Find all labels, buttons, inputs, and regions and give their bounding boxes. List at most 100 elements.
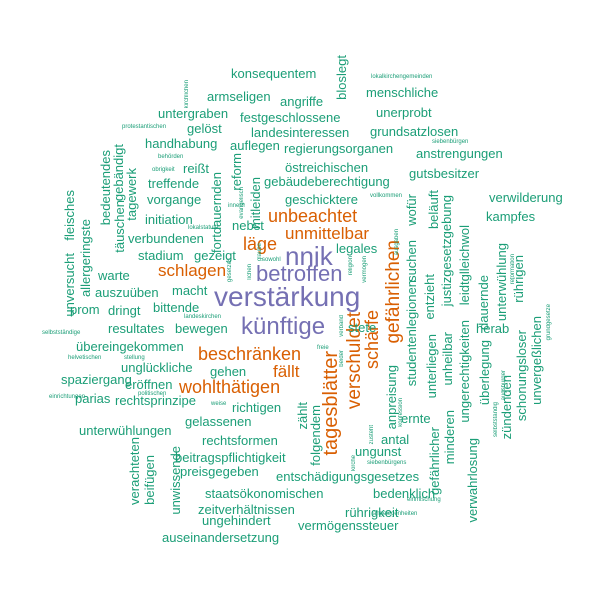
word: entzieht (422, 274, 437, 320)
word: verbundenen (128, 231, 204, 246)
word: landesinteressen (251, 125, 350, 140)
word: unmittelbar (285, 224, 370, 243)
word: reformation (510, 254, 516, 285)
word: rührigkeit (345, 505, 399, 520)
word: selbstständig (493, 402, 499, 438)
word: menschliche (366, 85, 439, 100)
word: spaziergang (61, 372, 132, 387)
word: siebenbürgen (432, 139, 469, 145)
word: behörden (158, 154, 184, 160)
word: angriffe (280, 94, 324, 109)
word: künftige (241, 313, 326, 340)
word: zusteht (369, 425, 375, 445)
word: vorgange (147, 192, 202, 207)
word: auseinandersetzung (162, 530, 280, 545)
word: resultates (108, 321, 165, 336)
word: bittende (153, 300, 200, 315)
word: gelöst (187, 121, 222, 136)
word: unterwühlungen (79, 423, 172, 438)
word: entschädigungsgesetzes (276, 469, 420, 484)
word: sowohl (262, 257, 281, 263)
word: herab (476, 321, 510, 336)
word: geschicktere (285, 192, 358, 207)
word: ungehindert (202, 513, 271, 528)
word: beitragspflichtigkeit (175, 450, 286, 465)
word: reißt (183, 161, 209, 176)
word: wofür (404, 194, 419, 226)
word: beifügen (142, 455, 157, 505)
word: gutsbesitzer (409, 166, 480, 181)
word: gefährlichen (383, 240, 404, 344)
word: zählt (295, 402, 310, 430)
word: ernte (401, 411, 431, 426)
word: tagewerk (124, 168, 139, 221)
word: vermögenssteuer (298, 518, 399, 533)
word: kirche (351, 455, 357, 472)
word: protestantischen (122, 124, 167, 130)
word: gelassenen (185, 414, 252, 429)
word: legales (336, 241, 378, 256)
word: gehen (210, 364, 247, 379)
word: studentenlegionen (404, 280, 419, 387)
word: beider (339, 350, 345, 367)
word: wohlthätigen (179, 377, 281, 397)
word: glaube (257, 243, 263, 262)
word: rechtsformen (202, 433, 278, 448)
word: grundsatzlosen (370, 124, 459, 139)
word: unerprobt (376, 105, 432, 120)
word: verstärkung (214, 281, 361, 312)
word: warte (98, 268, 130, 283)
word: landeskirchen (184, 314, 222, 320)
word: rechtsprinzipe (115, 393, 196, 408)
word: richtigen (232, 400, 282, 415)
word: vermögen (362, 256, 368, 283)
word: beläuft (426, 190, 441, 230)
word: unwissende (168, 446, 183, 515)
word: unversucht (62, 253, 77, 317)
word: einmischung (407, 497, 441, 503)
word: unterwühlung (494, 243, 509, 322)
word: ausgaben (394, 229, 400, 256)
word: läge (243, 234, 278, 254)
word: kirchlichen (184, 80, 190, 109)
word: bewegen (175, 321, 228, 336)
word: macht (172, 283, 208, 298)
word: dauernde (476, 275, 491, 330)
word: unheilbar (440, 332, 455, 386)
word: weise (211, 401, 227, 407)
word: östreichischen (285, 160, 369, 175)
word: innern (228, 203, 245, 209)
word: einrichtungen (49, 394, 86, 400)
word: eröffnen (125, 377, 173, 392)
word: angelegenheiten (373, 511, 418, 517)
word: evangelisch (239, 187, 245, 219)
word: kampfes (486, 209, 536, 224)
word: stete (348, 320, 377, 335)
word: stadium (138, 248, 184, 263)
word: ungunst (355, 444, 402, 459)
word: preisgegeben (180, 464, 259, 479)
word: initiation (145, 212, 193, 227)
word: tagesblätter (320, 351, 342, 456)
word: untergraben (158, 106, 229, 121)
word: siebenbürgens (367, 460, 407, 466)
word: obrigkeit (152, 167, 175, 173)
word: suchen (404, 240, 419, 282)
word: selbstständige (42, 330, 81, 336)
word: gezeigt (194, 248, 236, 263)
word: dringt (108, 303, 141, 318)
word: folgendem (308, 405, 323, 466)
word: parias (75, 391, 111, 406)
word: konfession (398, 398, 404, 427)
word: anstrengungen (416, 146, 503, 161)
word: fleisches (62, 190, 77, 241)
word: leidtglleichwol (457, 225, 472, 306)
word: auflegen (230, 138, 280, 153)
word: verwilderung (489, 190, 563, 205)
word: freie (317, 345, 329, 351)
word: helvetischen (68, 355, 102, 361)
word: staatsökonomischen (205, 486, 324, 501)
word: fällt (273, 362, 300, 381)
word: justizgesetzgebung (439, 195, 454, 307)
